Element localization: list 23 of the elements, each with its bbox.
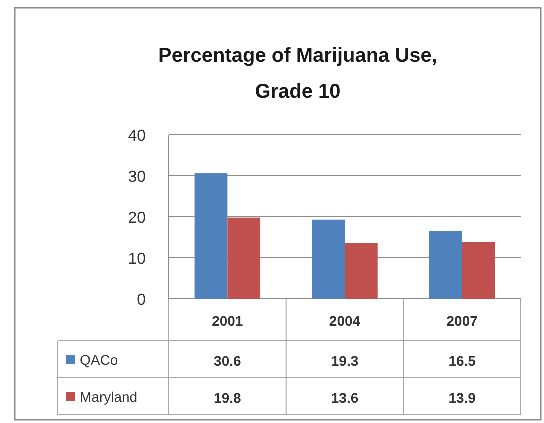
y-tick-label: 20 [128,210,146,227]
x-tick-label: 2004 [329,313,361,329]
data-label: 13.9 [448,390,476,406]
legend-label: Maryland [80,389,138,405]
y-tick-label: 10 [128,251,146,268]
y-tick-label: 30 [128,169,146,186]
legend-label: QACo [80,352,118,368]
bar [345,243,378,299]
y-tick-label: 40 [128,128,146,145]
bar [429,231,462,299]
bar [312,220,345,299]
data-label: 19.3 [331,353,359,369]
data-label: 16.5 [448,353,476,369]
bar [228,218,261,299]
data-label: 30.6 [214,353,242,369]
data-label: 13.6 [331,390,359,406]
chart-title: Percentage of Marijuana Use, Grade 10 [158,45,438,103]
y-tick-label: 0 [137,292,146,309]
x-tick-label: 2007 [446,313,478,329]
data-label: 19.8 [214,390,242,406]
bar [194,174,228,299]
bar [462,242,496,299]
x-tick-label: 2001 [212,313,244,329]
